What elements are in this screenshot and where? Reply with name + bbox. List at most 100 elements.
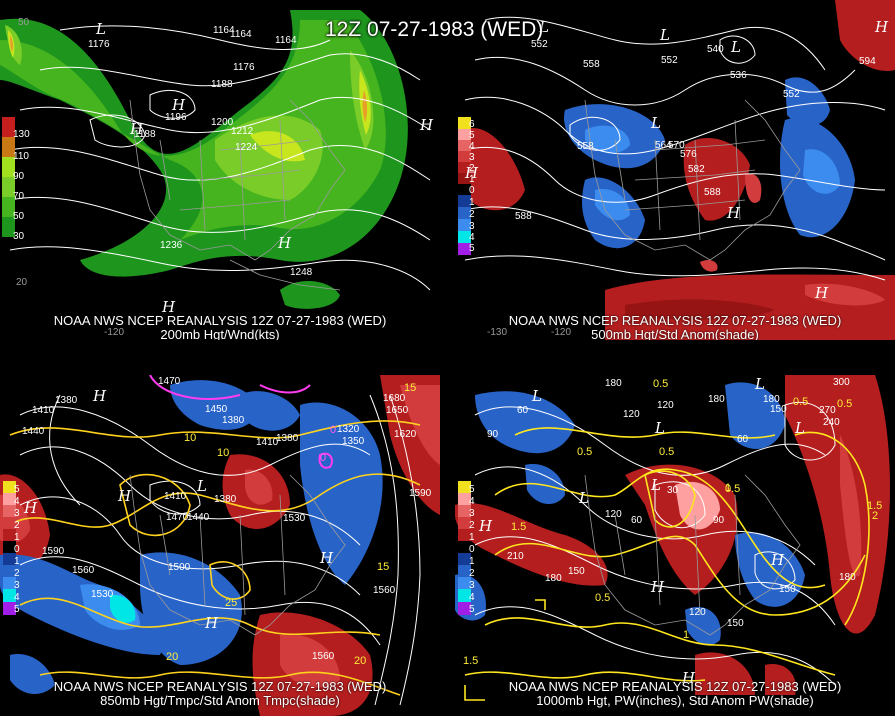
contour-label: 564 [655, 140, 672, 151]
legend-label: 2 [469, 209, 475, 220]
lat-tick: 50 [18, 17, 30, 28]
contour-label: 1164 [275, 35, 297, 46]
contour-label: 1440 [22, 426, 45, 437]
contour-label: 60 [737, 434, 749, 445]
legend-label: 3 [469, 580, 475, 591]
lat-tick: 20 [16, 277, 28, 288]
legend-label: 4 [14, 496, 20, 507]
contour-label: 1380 [276, 433, 299, 444]
high-center: H [205, 614, 219, 632]
high-center: H [465, 164, 479, 182]
temperature-label: 20 [354, 655, 367, 667]
contour-label: 536 [730, 70, 747, 81]
panel-title-line1: NOAA NWS NCEP REANALYSIS 12Z 07-27-1983 … [53, 679, 387, 694]
anomaly-legend [458, 117, 471, 255]
legend-label: 1 [14, 532, 20, 543]
legend-label: 1 [14, 556, 20, 567]
pw-label: 1.5 [867, 500, 883, 512]
contour-label: 1380 [55, 395, 78, 406]
contour-label: 90 [713, 515, 725, 526]
contour-label: 1164 [230, 29, 252, 40]
contour-label: 1212 [231, 126, 254, 137]
contour-label: 1380 [214, 494, 237, 505]
contour-label: 120 [657, 400, 674, 411]
pw-label: 2 [872, 510, 879, 522]
panel-title-line2: 850mb Hgt/Tmpc/Std Anom Tmpc(shade) [100, 693, 340, 708]
low-center: L [651, 114, 661, 132]
legend-label: 30 [13, 231, 25, 242]
contour-label: 1410 [32, 405, 55, 416]
panel-title-line2: 200mb Hgt/Wnd(kts) [160, 327, 280, 341]
contour-label: 60 [517, 405, 529, 416]
high-center: H [420, 116, 434, 134]
anomaly-shading [0, 375, 440, 716]
legend-label: 90 [13, 171, 25, 182]
legend-label: 6 [469, 119, 475, 130]
map-850mb-canvas [0, 375, 440, 716]
contour-label: 30 [667, 485, 679, 496]
legend-label: 2 [469, 568, 475, 579]
legend-label: 3 [469, 221, 475, 232]
contour-label: 300 [833, 377, 850, 388]
temperature-label: 10 [217, 447, 230, 459]
contour-label: 1236 [160, 240, 183, 251]
contour-label: 588 [704, 187, 721, 198]
lon-tick: -120 [551, 327, 572, 338]
temperature-label: 10 [184, 432, 197, 444]
legend-label: 4 [469, 496, 475, 507]
map-1000mb-canvas [455, 375, 890, 701]
temperature-label: 20 [166, 651, 179, 663]
contour-label: 1248 [290, 267, 313, 278]
low-center: L [197, 477, 207, 495]
panel-title: NOAA NWS NCEP REANALYSIS 12Z 07-27-1983 … [0, 313, 440, 341]
contour-label: 1470 [166, 512, 189, 523]
legend-label: 50 [13, 211, 25, 222]
contour-label: 120 [623, 409, 640, 420]
legend-label: 110 [13, 151, 29, 162]
contour-label: 1590 [409, 488, 432, 499]
pw-label: 0.5 [659, 446, 675, 458]
low-center: L [755, 375, 765, 393]
map-panel-1000mb: 5 4 3 2 1 0 1 2 3 4 5 L L L L L L H H H … [455, 375, 895, 716]
low-center: L [96, 20, 106, 38]
contour-label: 150 [727, 618, 744, 629]
contour-label: 180 [839, 572, 856, 583]
high-center: H [24, 499, 38, 517]
panel-title-line2: 1000mb Hgt, PW(inches), Std Anom PW(shad… [536, 693, 814, 708]
contour-label: 1380 [222, 415, 245, 426]
high-center: H [130, 120, 144, 138]
contour-label: 180 [763, 394, 780, 405]
low-center: L [579, 489, 589, 507]
contour-label: 1560 [373, 585, 396, 596]
high-center: H [682, 669, 696, 687]
contour-label: 594 [859, 56, 876, 67]
contour-label: 180 [708, 394, 725, 405]
legend-label: 3 [14, 580, 20, 591]
low-center: L [532, 387, 542, 405]
high-center: H [875, 18, 889, 36]
contour-label: 1410 [164, 491, 187, 502]
contour-label: 1440 [187, 512, 210, 523]
low-center: L [655, 419, 665, 437]
pw-label: 0.5 [595, 592, 611, 604]
legend-label: 4 [469, 232, 475, 243]
pw-label: 0.5 [793, 396, 809, 408]
contour-label: 150 [568, 566, 585, 577]
high-center: H [278, 234, 292, 252]
contour-label: 180 [545, 573, 562, 584]
legend-label: 70 [13, 191, 25, 202]
legend-label: 5 [469, 604, 475, 615]
high-center: H [162, 298, 176, 316]
height-contours [9, 25, 431, 291]
legend-label: 2 [469, 163, 475, 174]
panel-title-line1: NOAA NWS NCEP REANALYSIS 12Z 07-27-1983 … [53, 313, 387, 328]
jet-band-south [280, 280, 340, 309]
legend-label: 2 [469, 520, 475, 531]
low-center: L [539, 18, 549, 36]
coastlines [584, 474, 801, 636]
contour-label: 1320 [337, 424, 360, 435]
freezing-contours [149, 375, 333, 469]
legend-label: 4 [469, 141, 475, 152]
pw-label: 1.5 [511, 521, 527, 533]
coastlines [584, 99, 801, 261]
